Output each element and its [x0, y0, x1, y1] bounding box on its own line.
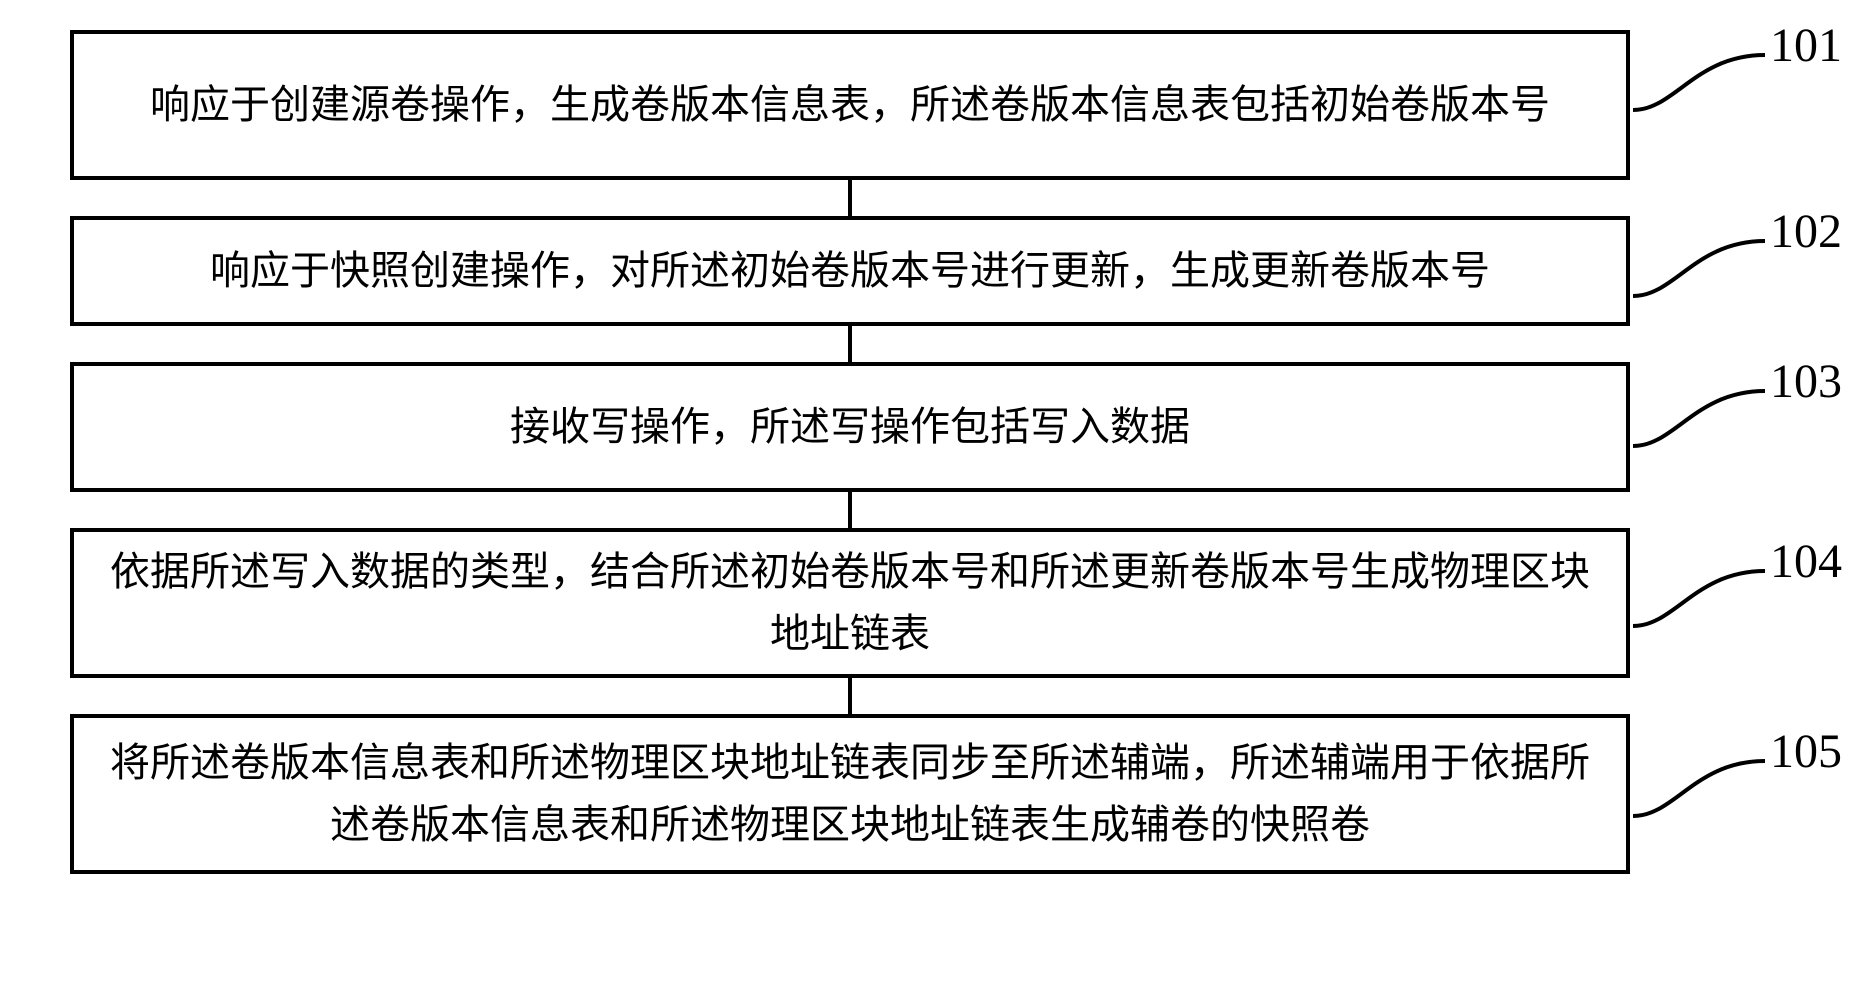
step-number: 102: [1770, 204, 1842, 259]
leader-curve-icon: [1625, 556, 1775, 646]
step-box-103: 接收写操作，所述写操作包括写入数据: [70, 362, 1630, 492]
step-label-102: [1625, 226, 1775, 321]
leader-curve-icon: [1625, 226, 1775, 316]
connector: [848, 492, 852, 528]
connector: [848, 180, 852, 216]
step-label-101: [1625, 40, 1775, 135]
leader-curve-icon: [1625, 40, 1775, 130]
step-label-104: [1625, 556, 1775, 651]
step-text: 响应于快照创建操作，对所述初始卷版本号进行更新，生成更新卷版本号: [210, 240, 1490, 302]
connector: [848, 678, 852, 714]
step-label-103: [1625, 376, 1775, 471]
leader-curve-icon: [1625, 746, 1775, 836]
step-box-104: 依据所述写入数据的类型，结合所述初始卷版本号和所述更新卷版本号生成物理区块地址链…: [70, 528, 1630, 678]
step-number: 104: [1770, 534, 1842, 589]
step-text: 接收写操作，所述写操作包括写入数据: [510, 396, 1190, 458]
step-number: 103: [1770, 354, 1842, 409]
step-number: 101: [1770, 18, 1842, 73]
leader-curve-icon: [1625, 376, 1775, 466]
step-text: 响应于创建源卷操作，生成卷版本信息表，所述卷版本信息表包括初始卷版本号: [150, 74, 1550, 136]
step-text: 依据所述写入数据的类型，结合所述初始卷版本号和所述更新卷版本号生成物理区块地址链…: [104, 541, 1596, 665]
connector: [848, 326, 852, 362]
step-number: 105: [1770, 724, 1842, 779]
step-text: 将所述卷版本信息表和所述物理区块地址链表同步至所述辅端，所述辅端用于依据所述卷版…: [104, 732, 1596, 856]
flowchart-container: 响应于创建源卷操作，生成卷版本信息表，所述卷版本信息表包括初始卷版本号 响应于快…: [70, 30, 1630, 874]
step-label-105: [1625, 746, 1775, 841]
step-box-105: 将所述卷版本信息表和所述物理区块地址链表同步至所述辅端，所述辅端用于依据所述卷版…: [70, 714, 1630, 874]
step-box-102: 响应于快照创建操作，对所述初始卷版本号进行更新，生成更新卷版本号: [70, 216, 1630, 326]
step-box-101: 响应于创建源卷操作，生成卷版本信息表，所述卷版本信息表包括初始卷版本号: [70, 30, 1630, 180]
